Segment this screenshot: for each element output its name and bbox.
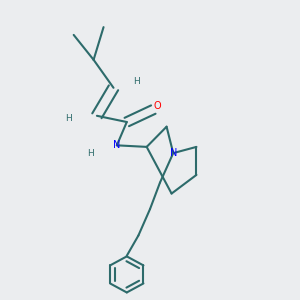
Text: N: N xyxy=(169,148,177,158)
Text: H: H xyxy=(87,148,94,158)
Text: H: H xyxy=(65,114,72,123)
Text: N: N xyxy=(113,140,121,150)
Text: H: H xyxy=(134,77,140,86)
Text: O: O xyxy=(154,101,161,111)
